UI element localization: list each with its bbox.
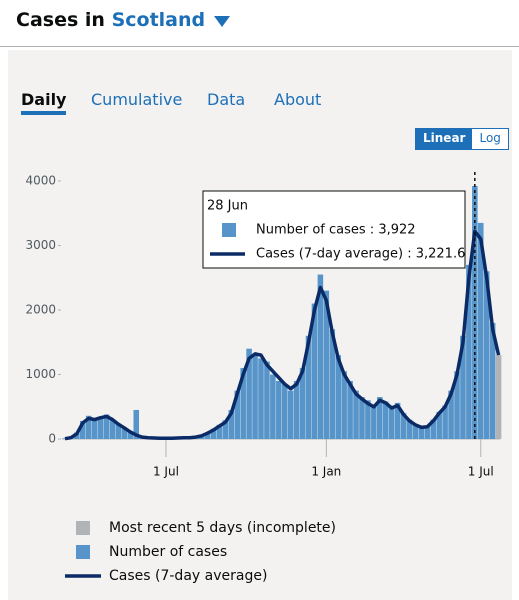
- tooltip-title: 28 Jun: [207, 199, 248, 214]
- location-select[interactable]: Scotland: [111, 9, 206, 31]
- bar: [478, 222, 484, 439]
- bar: [454, 371, 460, 439]
- tooltip-box: [202, 190, 466, 269]
- bar: [424, 426, 431, 439]
- bar: [418, 426, 425, 439]
- bar: [347, 380, 353, 439]
- bar: [495, 355, 502, 439]
- bar: [466, 264, 472, 439]
- title-text: Cases in: [16, 9, 105, 31]
- bar: [388, 406, 395, 439]
- bar: [430, 419, 437, 439]
- bar: [252, 355, 258, 439]
- bar: [121, 428, 128, 439]
- tooltip-line: Number of cases : 3,922: [256, 223, 416, 238]
- header: Cases in Scotland: [0, 0, 519, 47]
- tab[interactable]: Data: [207, 90, 246, 109]
- tab[interactable]: About: [274, 90, 322, 109]
- legend-label: Number of cases: [109, 544, 227, 560]
- bar: [204, 432, 211, 439]
- tab[interactable]: Daily: [21, 90, 67, 115]
- legend-swatch: [76, 545, 90, 559]
- bar: [287, 390, 294, 439]
- y-tick-label: 3000: [25, 238, 56, 252]
- dropdown-arrow[interactable]: [212, 13, 232, 29]
- bar: [353, 390, 359, 439]
- bar: [97, 417, 104, 439]
- bar: [317, 274, 324, 439]
- bar: [382, 401, 389, 439]
- y-tick-label: 2000: [25, 303, 56, 317]
- bar: [371, 405, 377, 439]
- page-title: Cases in Scotland: [16, 9, 232, 31]
- tooltip-swatch: [222, 223, 236, 237]
- scale-toggle: Linear Log: [415, 128, 509, 150]
- bar: [109, 420, 116, 439]
- bar: [329, 329, 336, 439]
- bar: [133, 409, 140, 439]
- bar: [394, 402, 401, 439]
- bar: [359, 397, 365, 439]
- bar: [234, 390, 240, 439]
- x-tick-label: 1 Jan: [311, 465, 341, 479]
- bar: [311, 303, 318, 439]
- bar: [406, 419, 413, 439]
- bar: [460, 335, 466, 439]
- bar: [281, 384, 288, 439]
- bar: [483, 271, 490, 439]
- bar: [377, 397, 383, 439]
- bar: [323, 290, 330, 439]
- scale-button[interactable]: Log: [479, 131, 501, 145]
- tooltip: 28 Jun Number of cases : 3,922 Cases (7-da…: [202, 190, 466, 269]
- y-tick-label: 4000: [25, 174, 56, 188]
- x-tick-label: 1 Jul: [468, 465, 494, 479]
- bar: [127, 431, 134, 439]
- bar: [246, 348, 252, 439]
- bar: [103, 414, 110, 439]
- bar: [448, 390, 454, 439]
- bar: [335, 355, 341, 439]
- y-tick-label: 1000: [25, 367, 56, 381]
- legend-swatch: [76, 521, 90, 535]
- bar: [442, 405, 448, 439]
- tooltip-line: Cases (7-day average) : 3,221.6: [256, 247, 465, 262]
- bar: [216, 424, 223, 439]
- bar: [115, 423, 122, 439]
- bar: [258, 358, 264, 439]
- bar: [436, 411, 442, 439]
- bar: [412, 424, 419, 439]
- y-tick-label: 0: [48, 432, 56, 446]
- tab[interactable]: Cumulative: [91, 90, 183, 109]
- bar: [299, 368, 306, 439]
- bar: [276, 380, 282, 439]
- bar: [240, 368, 246, 439]
- bar: [365, 400, 371, 439]
- scale-button[interactable]: Linear: [416, 129, 473, 149]
- bar: [489, 322, 496, 439]
- bar: [222, 420, 229, 439]
- bar: [228, 409, 235, 439]
- x-tick-label: 1 Jul: [153, 465, 179, 479]
- legend-label: Cases (7-day average): [109, 568, 267, 584]
- bar: [85, 415, 92, 439]
- bar: [91, 419, 98, 439]
- bar: [62, 438, 68, 439]
- bar: [305, 335, 312, 439]
- bar: [210, 428, 217, 439]
- bar: [264, 361, 270, 439]
- bar: [293, 380, 300, 439]
- bar: [80, 420, 86, 439]
- bar: [270, 374, 276, 439]
- bar: [341, 371, 347, 439]
- legend-label: Most recent 5 days (incomplete): [109, 520, 336, 536]
- average-line: [64, 229, 501, 441]
- bar: [400, 413, 407, 439]
